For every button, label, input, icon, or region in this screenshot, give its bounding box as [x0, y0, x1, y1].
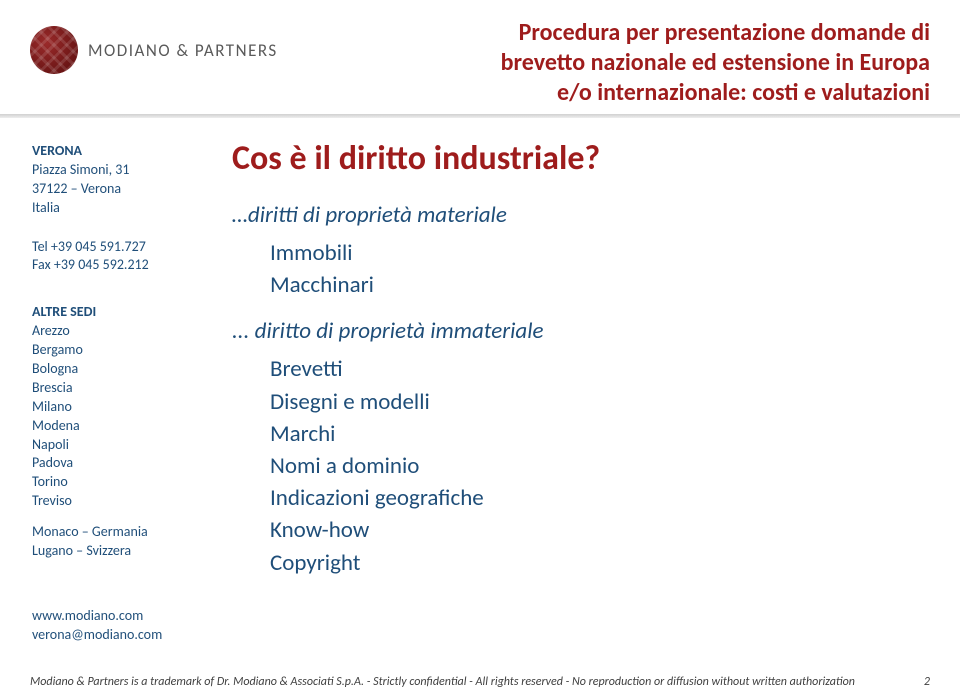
address-line: Piazza Simoni, 31 [32, 161, 202, 180]
office-name: VERONA [32, 142, 202, 161]
sedi-item: Treviso [32, 492, 202, 511]
footer-text: Modiano & Partners is a trademark of Dr.… [30, 675, 855, 689]
fax: Fax +39 045 592.212 [32, 256, 202, 275]
header-divider [0, 114, 960, 118]
logo-text: MODIANO & PARTNERS [88, 40, 278, 61]
sedi-item: Arezzo [32, 322, 202, 341]
list-immaterial: Brevetti Disegni e modelli Marchi Nomi a… [270, 353, 920, 578]
main-content: Cos è il diritto industriale? …diritti d… [202, 138, 920, 659]
sedi-item: Padova [32, 454, 202, 473]
list-item: Indicazioni geografiche [270, 482, 920, 514]
website: www.modiano.com [32, 607, 202, 626]
spacer [32, 511, 202, 523]
list-item: Brevetti [270, 353, 920, 385]
subheading: …diritti di proprietà materiale [232, 201, 920, 229]
telephone: Tel +39 045 591.727 [32, 238, 202, 257]
header-title-line: e/o internazionale: costi e valutazioni [338, 78, 930, 108]
list-item: Nomi a dominio [270, 450, 920, 482]
sedi-item: Modena [32, 417, 202, 436]
intl-office: Lugano – Svizzera [32, 542, 202, 561]
main-heading: Cos è il diritto industriale? [232, 138, 920, 179]
subheading: ... diritto di proprietà immateriale [232, 317, 920, 345]
list-item: Disegni e modelli [270, 386, 920, 418]
list-material: Immobili Macchinari [270, 237, 920, 301]
sedi-item: Milano [32, 398, 202, 417]
email: verona@modiano.com [32, 626, 202, 645]
list-item: Macchinari [270, 269, 920, 301]
links-block: www.modiano.com verona@modiano.com [32, 607, 202, 645]
address-line: Italia [32, 199, 202, 218]
sedi-item: Napoli [32, 436, 202, 455]
logo-block: MODIANO & PARTNERS [30, 18, 278, 74]
page-number: 2 [924, 675, 930, 689]
sedi-list: Arezzo Bergamo Bologna Brescia Milano Mo… [32, 322, 202, 511]
sedi-item: Bergamo [32, 341, 202, 360]
contact-block: Tel +39 045 591.727 Fax +39 045 592.212 [32, 238, 202, 276]
list-item: Marchi [270, 418, 920, 450]
list-item: Copyright [270, 547, 920, 579]
header-title-line: Procedura per presentazione domande di [338, 18, 930, 48]
list-item: Know-how [270, 514, 920, 546]
sedi-item: Brescia [32, 379, 202, 398]
logo-icon [30, 26, 78, 74]
sidebar: VERONA Piazza Simoni, 31 37122 – Verona … [32, 138, 202, 659]
header-title: Procedura per presentazione domande di b… [278, 18, 930, 108]
sedi-title: ALTRE SEDI [32, 303, 202, 322]
address-line: 37122 – Verona [32, 180, 202, 199]
intl-office: Monaco – Germania [32, 523, 202, 542]
sedi-item: Torino [32, 473, 202, 492]
slide-header: MODIANO & PARTNERS Procedura per present… [0, 0, 960, 110]
footer: Modiano & Partners is a trademark of Dr.… [0, 675, 960, 689]
office-block: VERONA Piazza Simoni, 31 37122 – Verona … [32, 142, 202, 218]
content-area: VERONA Piazza Simoni, 31 37122 – Verona … [0, 138, 960, 659]
header-title-line: brevetto nazionale ed estensione in Euro… [338, 48, 930, 78]
sedi-item: Bologna [32, 360, 202, 379]
list-item: Immobili [270, 237, 920, 269]
